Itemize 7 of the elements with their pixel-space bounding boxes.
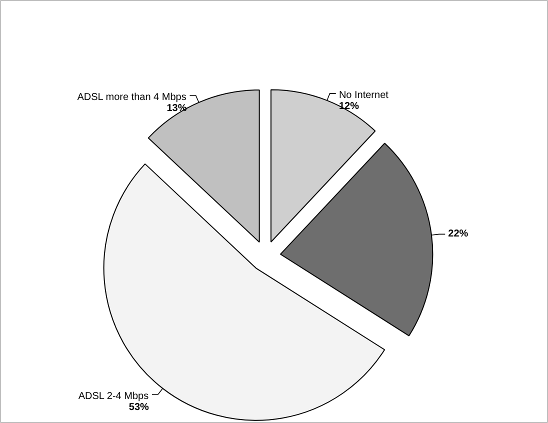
data-label: 12% (338, 101, 360, 112)
data-label: 22% (448, 228, 468, 240)
slice-label: ADSL 2-4 Mbps (78, 390, 149, 402)
data-label: 53% (128, 402, 150, 413)
slice-label: ADSL more than 4 Mbps (77, 92, 186, 104)
data-label: 13% (166, 103, 187, 114)
legend-label: No Internet (338, 90, 389, 102)
